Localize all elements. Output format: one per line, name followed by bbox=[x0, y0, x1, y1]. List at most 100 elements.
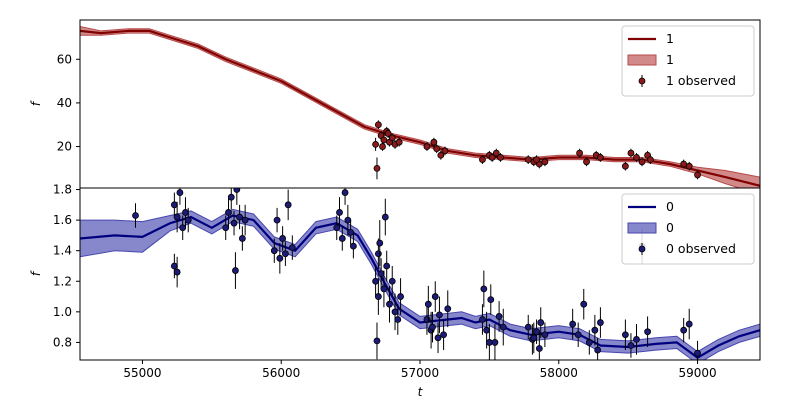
top-observed-point bbox=[441, 146, 449, 156]
bottom-observed-marker bbox=[569, 320, 577, 328]
bottom-observed-marker bbox=[383, 262, 391, 270]
bottom-observed-marker bbox=[429, 323, 436, 331]
bottom-observed-point bbox=[499, 308, 507, 346]
bottom-observed-point bbox=[238, 226, 246, 251]
bottom-observed-point bbox=[594, 337, 602, 360]
bottom-x-tick-label: 57000 bbox=[401, 366, 439, 380]
top-observed-marker bbox=[423, 143, 431, 150]
top-observed-marker bbox=[373, 164, 381, 172]
bottom-observed-point bbox=[281, 241, 289, 266]
top-observed-marker bbox=[541, 158, 549, 166]
bottom-observed-point bbox=[431, 281, 439, 312]
bottom-observed-point bbox=[372, 265, 379, 297]
bottom-observed-marker bbox=[537, 319, 545, 326]
bottom-observed-marker bbox=[491, 339, 499, 346]
bottom-observed-point bbox=[380, 270, 388, 308]
top-observed-point bbox=[395, 137, 403, 147]
bottom-observed-marker bbox=[273, 216, 281, 224]
bottom-observed-marker bbox=[176, 189, 184, 196]
top-observed-point bbox=[533, 155, 540, 164]
bottom-observed-point bbox=[288, 235, 296, 260]
top-observed-point bbox=[437, 150, 445, 160]
bottom-observed-marker bbox=[173, 213, 181, 221]
bottom-x-tick-label: 59000 bbox=[678, 366, 716, 380]
bottom-observed-marker bbox=[591, 326, 599, 334]
bottom-x-tick-label: 56000 bbox=[262, 366, 300, 380]
bottom-observed-point bbox=[440, 319, 447, 351]
top-observed-point bbox=[597, 153, 604, 162]
top-model-band bbox=[80, 25, 760, 188]
bottom-legend-label: 0 bbox=[666, 220, 674, 235]
bottom-observed-marker bbox=[585, 339, 593, 346]
bottom-y-tick-label: 1.4 bbox=[53, 244, 72, 258]
top-legend-box bbox=[621, 25, 755, 97]
top-observed-point bbox=[633, 153, 640, 162]
bottom-observed-point bbox=[241, 204, 249, 236]
top-observed-marker bbox=[576, 149, 583, 157]
bottom-observed-point bbox=[397, 278, 404, 315]
bottom-observed-marker bbox=[238, 235, 246, 242]
top-observed-point bbox=[685, 161, 693, 171]
top-observed-marker bbox=[583, 158, 590, 166]
bottom-observed-point bbox=[485, 324, 493, 360]
bottom-observed-point bbox=[270, 238, 278, 263]
top-observed-marker bbox=[646, 156, 654, 164]
bottom-observed-point bbox=[338, 226, 346, 251]
top-observed-marker bbox=[380, 136, 388, 144]
bottom-observed-point bbox=[429, 311, 436, 343]
bottom-observed-marker bbox=[341, 189, 349, 196]
top-panel-y-label: f bbox=[29, 100, 43, 106]
top-observed-point bbox=[479, 155, 486, 164]
top-legend-label: 1 bbox=[666, 52, 674, 67]
bottom-observed-point bbox=[170, 253, 178, 279]
top-observed-point bbox=[638, 157, 646, 167]
bottom-observed-marker bbox=[281, 250, 289, 258]
top-observed-point bbox=[541, 157, 549, 167]
top-observed-point bbox=[492, 148, 500, 158]
top-observed-marker bbox=[379, 143, 386, 150]
bottom-observed-point bbox=[347, 220, 355, 245]
bottom-observed-marker bbox=[680, 326, 688, 334]
bottom-x-tick-label: 58000 bbox=[540, 366, 578, 380]
bottom-observed-marker bbox=[386, 300, 393, 308]
bottom-observed-marker bbox=[347, 228, 355, 236]
top-observed-marker bbox=[627, 149, 635, 157]
bottom-observed-point bbox=[533, 319, 540, 344]
top-observed-marker bbox=[680, 160, 688, 168]
bottom-observed-marker bbox=[233, 188, 241, 193]
top-observed-point bbox=[583, 157, 590, 167]
bottom-observed-marker bbox=[499, 323, 507, 331]
bottom-observed-point bbox=[627, 333, 635, 358]
bottom-observed-marker bbox=[423, 316, 431, 323]
top-observed-point bbox=[497, 153, 504, 162]
top-observed-point bbox=[388, 133, 396, 143]
top-observed-point bbox=[384, 129, 392, 138]
bottom-observed-marker bbox=[483, 326, 491, 334]
bottom-observed-point bbox=[349, 233, 357, 259]
bottom-observed-point bbox=[279, 226, 287, 251]
bottom-y-tick-label: 1.2 bbox=[53, 274, 72, 288]
bottom-observed-marker bbox=[530, 334, 538, 342]
bottom-observed-marker bbox=[487, 296, 495, 304]
bottom-legend-item-line: 0 bbox=[628, 199, 674, 214]
bottom-panel-y-axis: 0.8 1.0 1.2 1.4 1.6 1.8 bbox=[53, 183, 80, 349]
top-observed-marker bbox=[694, 171, 701, 179]
bottom-observed-point bbox=[535, 333, 543, 360]
bottom-observed-marker bbox=[377, 270, 385, 278]
bottom-observed-point bbox=[176, 188, 184, 205]
bottom-observed-marker bbox=[374, 293, 382, 300]
bottom-observed-marker bbox=[236, 213, 243, 221]
bottom-observed-marker bbox=[644, 328, 651, 336]
top-panel: 20 40 60 f 1 1 1 observed bbox=[29, 19, 761, 189]
top-observed-marker bbox=[433, 145, 441, 153]
bottom-observed-marker bbox=[232, 267, 239, 274]
top-observed-point bbox=[627, 148, 635, 158]
bottom-observed-marker bbox=[241, 216, 249, 224]
bottom-observed-point bbox=[424, 285, 432, 323]
top-observed-marker bbox=[638, 158, 646, 166]
bottom-observed-marker bbox=[222, 224, 230, 232]
bottom-observed-point bbox=[597, 307, 604, 338]
bottom-observed-marker bbox=[179, 224, 187, 232]
top-panel-legend: 1 1 1 observed bbox=[621, 25, 755, 97]
